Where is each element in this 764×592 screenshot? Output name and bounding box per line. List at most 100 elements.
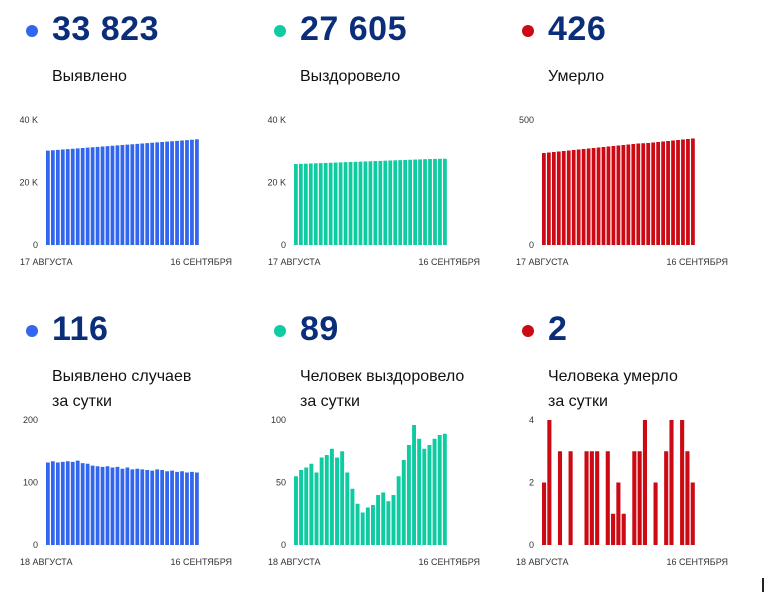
bar <box>329 448 334 545</box>
bar <box>422 448 427 545</box>
bar <box>561 151 566 245</box>
stat-label-line: за сутки <box>52 393 112 410</box>
bar-chart: 0 50 100 18 АВГУСТА 16 СЕНТЯБРЯ <box>268 415 480 567</box>
bar <box>611 146 616 245</box>
bar <box>388 160 393 245</box>
stat-panel-6: 2 Человека умерло за сутки 0 2 4 18 АВГУСТА 16 … <box>496 300 746 590</box>
stat-panel-2: 27 605 Выздоровело 0 20 K 40 K 17 АВГУСТА 16 С… <box>248 0 498 290</box>
bar <box>427 445 432 545</box>
legend-dot <box>274 25 286 37</box>
bar <box>170 141 174 245</box>
bar <box>691 138 695 245</box>
bar <box>651 142 656 245</box>
bar <box>403 159 408 245</box>
bar <box>60 461 65 546</box>
bar <box>185 140 189 246</box>
bar-chart: 0 2 4 18 АВГУСТА 16 СЕНТЯБРЯ <box>516 415 728 567</box>
bar <box>150 142 155 245</box>
bar <box>125 144 130 246</box>
stat-value: 2 <box>548 310 568 348</box>
y-tick-label: 20 K <box>267 178 286 188</box>
bar-chart: 0 500 17 АВГУСТА 16 СЕНТЯБРЯ <box>516 115 728 267</box>
bar <box>406 445 411 545</box>
bar <box>373 161 378 245</box>
bar <box>412 425 416 545</box>
bar <box>90 465 95 546</box>
bar <box>145 143 150 246</box>
stat-label-line: Выявлено <box>52 68 127 85</box>
bar <box>664 451 669 545</box>
bar <box>90 147 95 245</box>
bar <box>345 472 350 545</box>
legend-dot <box>274 325 286 337</box>
bar <box>80 463 85 546</box>
bar <box>115 145 120 246</box>
bar <box>313 163 318 245</box>
bar <box>371 505 375 545</box>
bar <box>584 451 589 545</box>
bar <box>378 160 383 246</box>
bar <box>391 495 396 545</box>
stat-value: 89 <box>300 310 339 348</box>
bar <box>195 472 199 545</box>
bar <box>393 160 398 245</box>
bar <box>546 152 551 245</box>
bar <box>632 451 637 545</box>
bar <box>50 461 55 545</box>
bar <box>417 438 422 545</box>
bar <box>165 471 169 545</box>
bar <box>358 161 363 246</box>
bar <box>596 147 601 245</box>
bar <box>125 467 130 545</box>
bar <box>100 146 105 245</box>
stat-label: Выздоровело <box>300 64 400 89</box>
bar <box>135 143 140 246</box>
bar <box>60 149 65 245</box>
x-tick-label-end: 16 СЕНТЯБРЯ <box>666 557 728 567</box>
bar <box>676 140 680 245</box>
bar <box>616 482 621 545</box>
bar <box>547 420 552 545</box>
bar <box>343 162 348 245</box>
stat-label-line: Человека умерло <box>548 368 678 385</box>
y-tick-label: 20 K <box>19 178 38 188</box>
bar <box>175 471 179 546</box>
bar <box>581 149 586 245</box>
bar <box>398 160 403 246</box>
bar <box>355 503 360 545</box>
bar <box>595 451 600 545</box>
y-tick-label: 0 <box>529 240 534 250</box>
stat-value: 426 <box>548 10 607 48</box>
bar <box>386 501 391 545</box>
bar-chart: 0 100 200 18 АВГУСТА 16 СЕНТЯБРЯ <box>20 415 232 567</box>
bar <box>100 466 105 546</box>
legend-dot <box>522 25 534 37</box>
bar <box>105 466 110 545</box>
bar <box>294 164 298 245</box>
bar <box>556 151 561 245</box>
bar <box>637 451 642 545</box>
bar <box>85 147 90 246</box>
bar <box>586 148 591 245</box>
legend-dot <box>26 325 38 337</box>
bar <box>115 466 120 546</box>
bar <box>641 143 646 245</box>
bar <box>680 420 685 545</box>
bar <box>95 146 100 246</box>
bar <box>155 142 160 246</box>
bar <box>46 150 50 246</box>
bar <box>350 488 355 545</box>
stat-value: 27 605 <box>300 10 407 48</box>
bar <box>140 143 145 245</box>
bar <box>120 145 125 245</box>
bar <box>65 149 70 246</box>
x-tick-label-start: 18 АВГУСТА <box>516 557 569 567</box>
bar <box>50 150 55 245</box>
y-tick-label: 2 <box>529 478 534 488</box>
bar <box>140 469 145 546</box>
bar <box>323 162 328 245</box>
y-tick-label: 40 K <box>267 115 286 125</box>
stat-label-line: за сутки <box>300 393 360 410</box>
bar <box>155 469 160 546</box>
bar <box>606 146 611 245</box>
